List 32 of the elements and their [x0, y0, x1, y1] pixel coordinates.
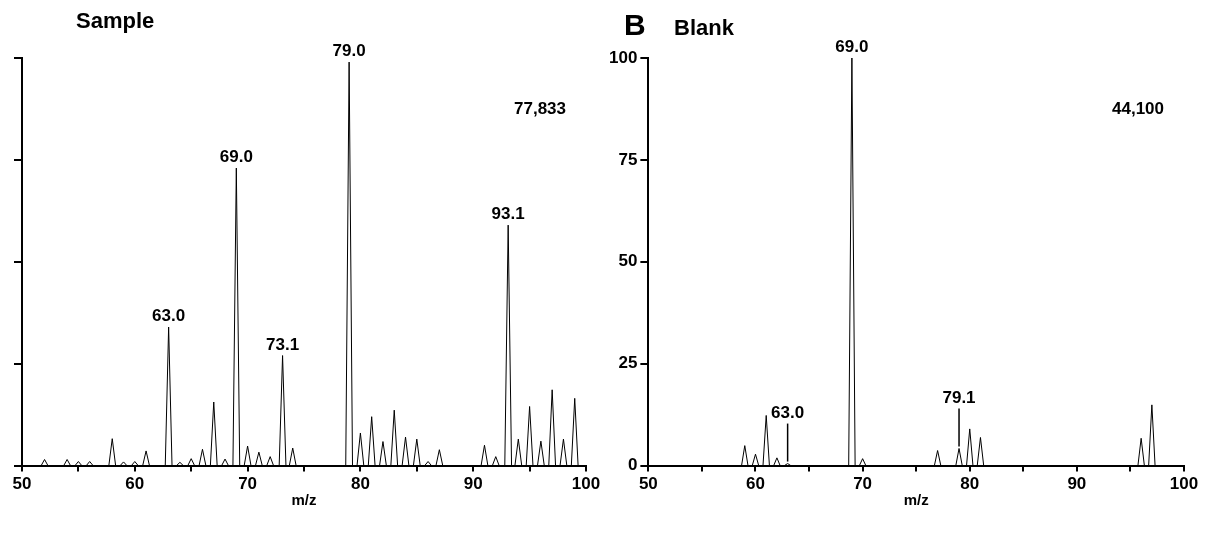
x-tick-label: 90: [1067, 474, 1087, 494]
annotation: 73.1: [266, 334, 300, 354]
y-tick-label: 50: [618, 251, 638, 271]
x-axis-title: m/z: [903, 491, 929, 509]
x-tick-label: 60: [746, 474, 765, 494]
annotation: 77,833: [514, 99, 566, 119]
annotation: 93.1: [491, 204, 525, 224]
chart-subtitle: B: [624, 8, 647, 42]
x-tick-label: 50: [12, 474, 32, 494]
chart-title: Sample: [76, 8, 155, 34]
annotation: 79.1: [942, 387, 976, 407]
chart-title: Blank: [674, 15, 734, 41]
x-tick-label: 90: [463, 474, 483, 494]
x-tick-label: 100: [571, 474, 601, 494]
x-tick-label: 70: [853, 474, 873, 494]
annotation: 79.0: [332, 41, 366, 61]
x-tick-label: 50: [638, 474, 658, 494]
x-tick-label: 100: [1169, 474, 1199, 494]
x-axis-title: m/z: [291, 491, 317, 509]
y-tick-label: 0: [627, 455, 638, 475]
x-tick-label: 60: [125, 474, 145, 494]
y-tick-label: 25: [618, 353, 638, 373]
y-tick-label: 100: [608, 47, 638, 67]
x-tick-label: 70: [238, 474, 258, 494]
annotation: 63.0: [152, 306, 186, 326]
annotation: 63.0: [771, 402, 805, 422]
annotation: 69.0: [219, 147, 253, 167]
y-tick-label: 75: [618, 149, 638, 169]
annotation: 44,100: [1112, 99, 1164, 119]
x-tick-label: 80: [350, 474, 370, 494]
annotation: 69.0: [835, 37, 869, 57]
x-tick-label: 80: [960, 474, 980, 494]
